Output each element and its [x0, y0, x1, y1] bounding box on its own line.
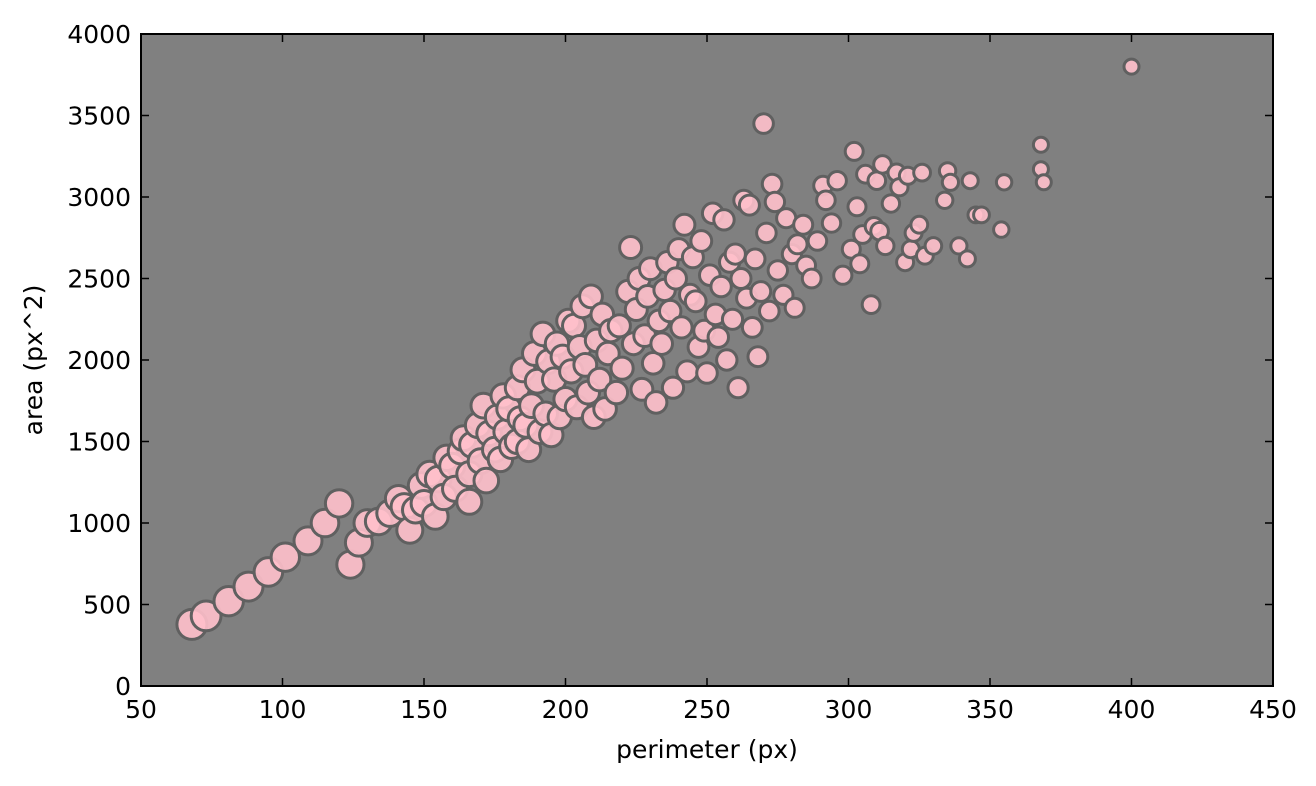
data-point	[815, 189, 837, 212]
y-tick-label: 3000	[67, 183, 131, 212]
data-point	[760, 172, 784, 196]
data-point	[880, 193, 902, 214]
x-tick-label: 50	[125, 695, 157, 724]
data-point	[957, 249, 977, 269]
plot-area	[141, 34, 1273, 686]
data-point	[720, 307, 745, 331]
data-point	[935, 190, 955, 211]
x-axis-label: perimeter (px)	[616, 735, 798, 764]
x-tick-label: 100	[259, 695, 307, 724]
data-point	[723, 242, 747, 266]
data-point	[586, 366, 613, 393]
data-point	[875, 235, 896, 257]
data-point	[923, 236, 944, 256]
data-point	[766, 259, 789, 282]
data-point	[603, 379, 630, 406]
y-axis-label: area (px^2)	[19, 285, 48, 436]
data-point	[820, 212, 843, 234]
data-point	[994, 173, 1014, 192]
data-point	[743, 247, 767, 271]
y-tick-label: 500	[83, 591, 131, 620]
data-point	[609, 355, 635, 381]
data-point	[658, 298, 683, 324]
x-tick-label: 400	[1108, 695, 1156, 724]
data-point	[709, 274, 733, 299]
data-point	[472, 466, 501, 495]
data-point	[737, 193, 761, 217]
data-point	[763, 190, 787, 214]
data-point	[1031, 135, 1050, 154]
data-point	[860, 294, 882, 316]
y-tick-label: 1500	[67, 428, 131, 457]
data-point	[323, 488, 355, 519]
data-point	[800, 267, 823, 290]
x-tick-label: 350	[966, 695, 1014, 724]
data-point	[746, 345, 770, 369]
data-point	[189, 599, 223, 633]
data-point	[1034, 173, 1053, 192]
data-point	[755, 221, 778, 245]
x-tick-label: 200	[542, 695, 590, 724]
data-point	[578, 283, 604, 310]
data-point	[712, 208, 736, 232]
data-point	[715, 348, 739, 372]
data-point	[455, 487, 484, 516]
y-axis-ticks: 0 500 1000 1500 2000 2500 3000 3500 4000	[67, 20, 1273, 701]
data-point	[706, 325, 730, 349]
data-point	[618, 235, 644, 260]
data-point	[972, 205, 991, 225]
data-point	[843, 140, 865, 162]
data-point	[269, 541, 301, 573]
data-point	[752, 112, 775, 135]
y-tick-label: 0	[115, 672, 131, 701]
data-point	[683, 289, 708, 314]
y-tick-label: 3500	[67, 102, 131, 131]
data-point	[846, 196, 868, 218]
data-point	[992, 220, 1011, 239]
x-tick-label: 450	[1249, 695, 1297, 724]
markers-layer	[175, 57, 1141, 641]
data-point	[649, 331, 675, 357]
data-point	[726, 376, 750, 400]
data-point	[669, 315, 694, 340]
y-tick-label: 2500	[67, 265, 131, 294]
data-point	[806, 230, 829, 252]
data-point	[749, 280, 773, 303]
y-tick-label: 1000	[67, 509, 131, 538]
data-point	[740, 316, 764, 339]
data-point	[826, 170, 848, 192]
x-tick-label: 250	[683, 695, 731, 724]
data-point	[949, 236, 969, 256]
data-point	[758, 299, 781, 323]
data-point	[909, 214, 930, 235]
data-point	[695, 361, 719, 385]
data-point	[940, 172, 961, 192]
data-point	[832, 264, 854, 286]
data-point	[672, 212, 697, 237]
data-point	[675, 359, 700, 384]
data-point	[786, 233, 809, 256]
data-point	[606, 313, 632, 339]
data-point	[792, 213, 815, 236]
data-point	[689, 229, 714, 253]
data-point	[660, 375, 686, 400]
x-tick-label: 300	[825, 695, 873, 724]
data-point	[849, 253, 871, 275]
data-point	[783, 296, 806, 319]
y-tick-label: 2000	[67, 346, 131, 375]
data-point	[663, 266, 689, 291]
x-tick-label: 150	[400, 695, 448, 724]
data-point	[960, 171, 980, 191]
data-point	[643, 390, 669, 415]
y-tick-label: 4000	[67, 20, 131, 49]
data-point	[912, 162, 932, 183]
x-axis-ticks: 50 100 150 200 250 300 350 400 450	[125, 34, 1297, 724]
data-point	[1122, 57, 1141, 76]
data-point	[729, 267, 753, 290]
